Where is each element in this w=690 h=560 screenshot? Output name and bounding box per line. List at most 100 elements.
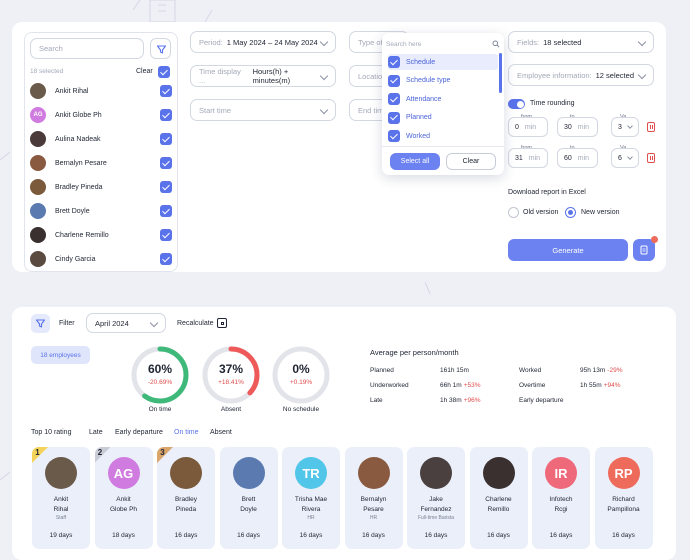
employee-list-item[interactable]: Charlene Remillo xyxy=(30,223,172,247)
employee-search-input[interactable]: Search xyxy=(30,38,144,59)
period-select[interactable]: Period: 1 May 2024 – 24 May 2024 xyxy=(190,31,336,53)
employee-name: Bradley Pineda xyxy=(55,183,103,191)
employee-checkbox[interactable] xyxy=(160,157,172,169)
type-placeholder: Type of ... xyxy=(358,37,391,47)
stat-value: 161h 15m xyxy=(440,367,471,374)
clear-selection-link[interactable]: Clear xyxy=(136,68,153,75)
employee-checkbox[interactable] xyxy=(160,133,172,145)
employee-name: Ankit Globe Ph xyxy=(55,111,102,119)
time-display-value: Hours(h) + minutes(m) xyxy=(252,67,291,85)
option-checkbox[interactable] xyxy=(388,111,400,124)
average-stat: Early departure xyxy=(519,397,582,404)
new-version-radio[interactable] xyxy=(565,207,576,218)
top-employee-card[interactable]: Brett Doyle 16 days xyxy=(219,447,278,549)
option-checkbox[interactable] xyxy=(388,130,400,142)
employee-checkbox[interactable] xyxy=(160,181,172,193)
employee-list-item[interactable]: Bradley Pineda xyxy=(30,175,172,199)
avatar xyxy=(30,131,46,147)
employee-name: Brett Doyle xyxy=(55,207,90,215)
stat-change: +96% xyxy=(463,397,481,404)
option-checkbox[interactable] xyxy=(388,74,400,87)
ring-chart xyxy=(131,346,189,404)
select-all-button[interactable]: Select all xyxy=(390,153,440,170)
rounding-value-select[interactable]: 3 xyxy=(611,117,639,137)
select-all-checkbox[interactable] xyxy=(158,66,170,78)
option-checkbox[interactable] xyxy=(388,93,400,105)
top-employee-card[interactable]: 3 Bradley Pineda 16 days xyxy=(157,447,215,549)
dropdown-clear-button[interactable]: Clear xyxy=(446,153,496,170)
employee-first-name: Bernalyn xyxy=(360,496,387,503)
employee-list-item[interactable]: Aulina Nadeak xyxy=(30,127,172,151)
employee-list-item[interactable]: Brett Doyle xyxy=(30,199,172,223)
delete-rule-button[interactable] xyxy=(647,122,655,132)
generate-button[interactable]: Generate xyxy=(508,239,628,261)
filter-button[interactable] xyxy=(150,38,171,59)
rating-tab[interactable]: On time xyxy=(174,429,199,436)
employee-last-name: Rihal xyxy=(53,506,69,513)
employee-days: 16 days xyxy=(174,532,198,539)
employee-name: Aulina Nadeak xyxy=(55,135,101,143)
top-employee-card[interactable]: Charlene Remillo 16 days xyxy=(469,447,528,549)
employee-list-item[interactable]: AG Ankit Globe Ph xyxy=(30,103,172,127)
rounding-to-input[interactable]: 60 min xyxy=(557,148,598,168)
ring-value: 0% xyxy=(292,362,310,376)
month-select[interactable]: April 2024 xyxy=(86,313,166,333)
dropdown-option[interactable]: Planned xyxy=(388,110,498,126)
dropdown-option[interactable]: Attendance xyxy=(388,91,498,107)
dropdown-divider xyxy=(382,146,504,147)
recalculate-button[interactable] xyxy=(217,318,227,328)
start-time-select[interactable]: Start time xyxy=(190,99,336,121)
top-employee-card[interactable]: 2 AG Ankit Globe Ph 18 days xyxy=(94,447,153,549)
fields-select[interactable]: Fields: 18 selected xyxy=(508,31,654,53)
dropdown-scrollbar[interactable] xyxy=(499,53,502,93)
filter-label: Filter xyxy=(59,320,75,327)
dropdown-option[interactable]: Worked xyxy=(388,128,498,144)
employee-checkbox[interactable] xyxy=(160,109,172,121)
rating-tab[interactable]: Early departure xyxy=(115,429,163,436)
employee-name: Bradley Pineda xyxy=(159,495,213,515)
top-employee-card[interactable]: 1 Ankit Rihal Staff 19 days xyxy=(32,447,90,549)
employee-checkbox[interactable] xyxy=(160,85,172,97)
document-icon xyxy=(640,245,648,255)
rounding-value: 6 xyxy=(618,154,622,162)
dropdown-option[interactable]: Schedule type xyxy=(388,73,498,89)
delete-rule-button[interactable] xyxy=(647,153,655,163)
rounding-value-select[interactable]: 6 xyxy=(611,148,639,168)
employee-checkbox[interactable] xyxy=(160,205,172,217)
avatar: IR xyxy=(545,457,577,489)
dropdown-search-input[interactable]: Search here xyxy=(386,37,500,51)
employee-checkbox[interactable] xyxy=(160,229,172,241)
location-placeholder: Locatio... xyxy=(358,71,389,81)
report-history-button[interactable] xyxy=(633,236,658,261)
time-display-select[interactable]: Time display ... Hours(h) + minutes(m) xyxy=(190,65,336,87)
employee-list-item[interactable]: Cindy Garcia xyxy=(30,247,172,271)
employee-checkbox[interactable] xyxy=(160,253,172,265)
rating-tab[interactable]: Absent xyxy=(210,429,232,436)
time-rounding-toggle[interactable] xyxy=(508,99,525,109)
rounding-to-input[interactable]: 30 min xyxy=(557,117,598,137)
top-employee-card[interactable]: IR Infotech Rcgi 16 days xyxy=(532,447,590,549)
avatar xyxy=(170,457,202,489)
rounding-from-input[interactable]: 31 min xyxy=(508,148,548,168)
dashboard-filter-button[interactable] xyxy=(31,314,50,333)
employee-list-item[interactable]: Bernalyn Pesare xyxy=(30,151,172,175)
fields-value: 18 selected xyxy=(543,37,582,47)
employee-list-item[interactable]: Ankit Rihal xyxy=(30,79,172,103)
top-employee-card[interactable]: Jake Fernandez Full-time Barista 16 days xyxy=(407,447,465,549)
top-employee-card[interactable]: TR Trisha Mae Rivera HR 16 days xyxy=(282,447,340,549)
stat-value: 95h 13m -29% xyxy=(580,367,622,374)
employee-info-select[interactable]: Employee information: 12 selected xyxy=(508,64,654,86)
option-label: Schedule xyxy=(406,58,436,66)
rating-tab[interactable]: Late xyxy=(89,429,103,436)
rounding-from-input[interactable]: 0 min xyxy=(508,117,548,137)
old-version-radio[interactable] xyxy=(508,207,519,218)
top-employee-card[interactable]: RP Richard Pampillona 16 days xyxy=(594,447,653,549)
option-checkbox[interactable] xyxy=(388,56,400,68)
employee-search-placeholder: Search xyxy=(39,44,63,53)
dropdown-option[interactable]: Schedule xyxy=(388,54,498,70)
chevron-down-icon xyxy=(637,37,647,47)
top-employee-card[interactable]: Bernalyn Pesare HR 16 days xyxy=(344,447,403,549)
employee-name: Ankit Rihal xyxy=(34,495,88,515)
min-unit: min xyxy=(577,123,590,131)
